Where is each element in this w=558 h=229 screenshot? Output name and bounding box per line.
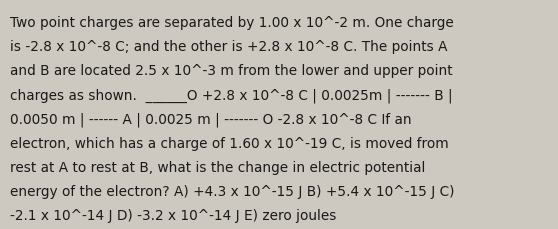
Text: and B are located 2.5 x 10^-3 m from the lower and upper point: and B are located 2.5 x 10^-3 m from the…	[10, 64, 453, 78]
Text: electron, which has a charge of 1.60 x 10^-19 C, is moved from: electron, which has a charge of 1.60 x 1…	[10, 136, 449, 150]
Text: charges as shown.  ______O +2.8 x 10^-8 C | 0.0025m | ------- B |: charges as shown. ______O +2.8 x 10^-8 C…	[10, 88, 453, 103]
Text: -2.1 x 10^-14 J D) -3.2 x 10^-14 J E) zero joules: -2.1 x 10^-14 J D) -3.2 x 10^-14 J E) ze…	[10, 208, 336, 222]
Text: energy of the electron? A) +4.3 x 10^-15 J B) +5.4 x 10^-15 J C): energy of the electron? A) +4.3 x 10^-15…	[10, 184, 455, 198]
Text: rest at A to rest at B, what is the change in electric potential: rest at A to rest at B, what is the chan…	[10, 160, 425, 174]
Text: 0.0050 m | ------ A | 0.0025 m | ------- O -2.8 x 10^-8 C If an: 0.0050 m | ------ A | 0.0025 m | -------…	[10, 112, 412, 127]
Text: is -2.8 x 10^-8 C; and the other is +2.8 x 10^-8 C. The points A: is -2.8 x 10^-8 C; and the other is +2.8…	[10, 40, 448, 54]
Text: Two point charges are separated by 1.00 x 10^-2 m. One charge: Two point charges are separated by 1.00 …	[10, 16, 454, 30]
